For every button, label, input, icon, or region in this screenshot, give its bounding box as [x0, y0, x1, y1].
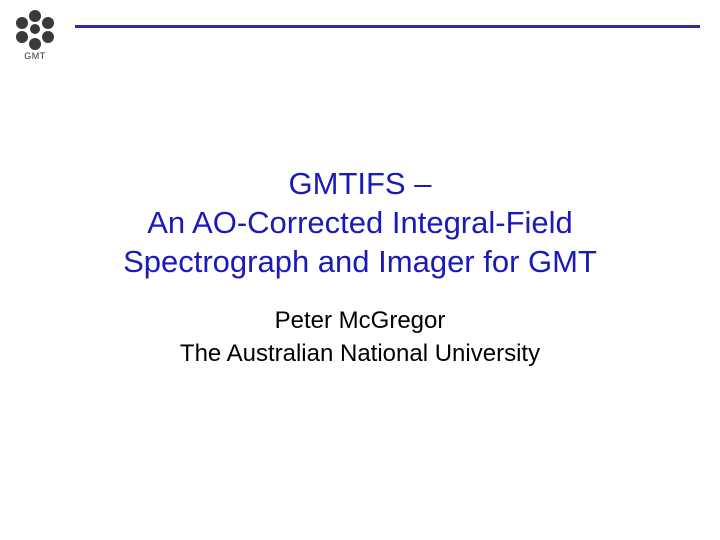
logo-center-circle — [30, 24, 40, 34]
logo-outer-circle — [42, 17, 54, 29]
logo-outer-circle — [16, 31, 28, 43]
gmt-logo-icon — [14, 8, 56, 50]
logo-outer-circle — [16, 17, 28, 29]
logo-outer-circle — [29, 10, 41, 22]
title-line-1: GMTIFS – — [289, 166, 432, 201]
logo-outer-circle — [42, 31, 54, 43]
slide-content: GMTIFS – An AO-Corrected Integral-Field … — [0, 165, 720, 370]
author-affiliation: The Australian National University — [180, 340, 540, 367]
logo-label: GMT — [24, 51, 46, 61]
title-line-2: An AO-Corrected Integral-Field — [147, 205, 573, 240]
author-name: Peter McGregor — [275, 307, 446, 334]
author-block: Peter McGregor The Australian National U… — [60, 305, 660, 370]
slide-title: GMTIFS – An AO-Corrected Integral-Field … — [60, 165, 660, 281]
title-line-3: Spectrograph and Imager for GMT — [123, 244, 597, 279]
slide-header: GMT — [0, 0, 720, 70]
logo-outer-circle — [29, 38, 41, 50]
header-divider — [75, 25, 700, 28]
logo-container: GMT — [14, 8, 56, 61]
